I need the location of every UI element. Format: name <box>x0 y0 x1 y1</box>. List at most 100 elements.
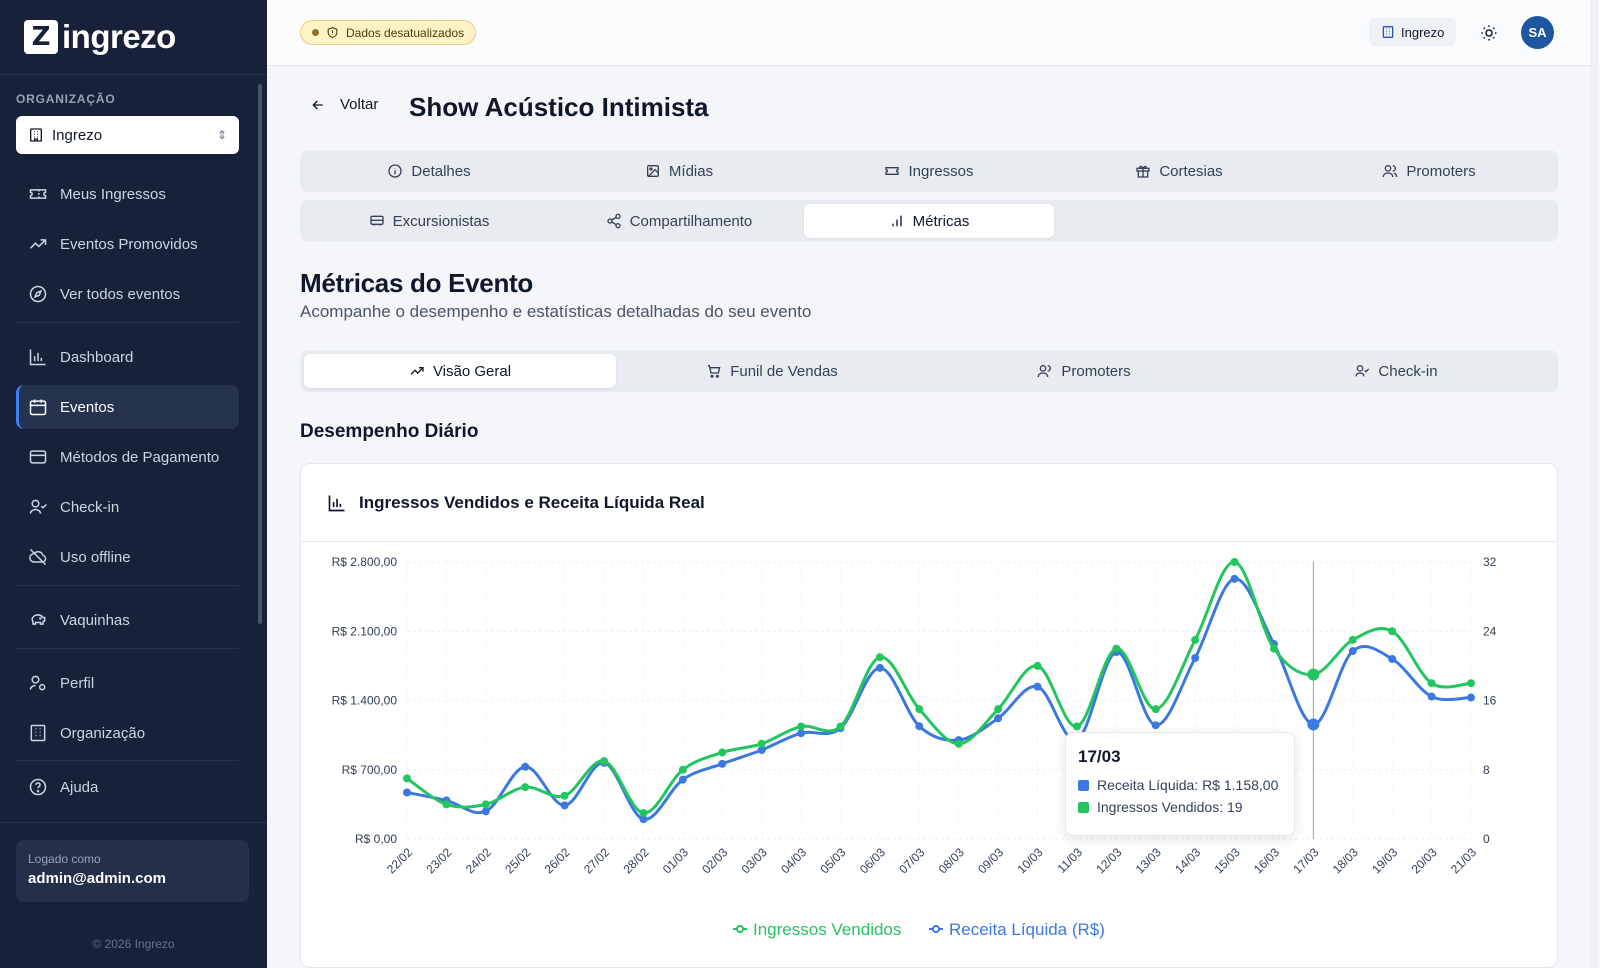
divider <box>16 648 239 649</box>
sidebar-item-label: Check-in <box>60 498 120 516</box>
tooltip-swatch <box>1078 801 1089 813</box>
data-point <box>1151 705 1160 714</box>
org-select[interactable]: Ingrezo ⇕ <box>16 116 239 154</box>
sidebar-item-label: Eventos Promovidos <box>60 235 198 253</box>
theme-toggle-button[interactable] <box>1477 21 1501 45</box>
x-tick-label: 21/03 <box>1448 845 1479 876</box>
x-tick-label: 19/03 <box>1369 845 1400 876</box>
sidebar-item-eventos-promovidos[interactable]: Eventos Promovidos <box>16 222 239 266</box>
data-point <box>1033 661 1042 670</box>
compass-icon <box>29 285 47 303</box>
tab-funil-de-vendas[interactable]: Funil de Vendas <box>616 354 928 388</box>
tab-promoters[interactable]: Promoters <box>1304 154 1554 188</box>
sidebar-item-label: Eventos <box>60 398 115 416</box>
data-point <box>678 775 687 784</box>
y-left-tick-label: R$ 0,00 <box>355 832 397 846</box>
users-icon <box>1038 365 1052 378</box>
divider <box>16 760 239 761</box>
tooltip-swatch <box>1078 779 1089 791</box>
sidebar-item-dashboard[interactable]: Dashboard <box>16 335 239 379</box>
data-point <box>1230 558 1239 566</box>
x-tick-label: 03/03 <box>739 845 770 876</box>
building-icon <box>30 128 42 142</box>
legend-label: Receita Líquida (R$) <box>949 920 1105 939</box>
data-point <box>1467 693 1475 702</box>
back-button[interactable]: Voltar <box>310 96 378 113</box>
x-tick-label: 02/03 <box>699 845 730 876</box>
data-point <box>994 714 1003 723</box>
org-button-label: Ingrezo <box>1401 24 1445 40</box>
tooltip-label: Receita Líquida: R$ 1.158,00 <box>1097 777 1279 793</box>
tab-detalhes[interactable]: Detalhes <box>304 154 554 188</box>
tab-label: Detalhes <box>411 162 471 180</box>
x-tick-label: 25/02 <box>502 845 533 876</box>
data-point <box>1427 679 1436 688</box>
data-point <box>836 722 845 731</box>
data-point <box>875 653 884 662</box>
tab-label: Mídias <box>668 162 714 180</box>
logo-mark-icon: Z <box>24 20 58 54</box>
tab-promoters-metrics[interactable]: Promoters <box>928 354 1240 388</box>
tab-midias[interactable]: Mídias <box>554 154 804 188</box>
x-tick-label: 09/03 <box>975 845 1006 876</box>
tab-cortesias[interactable]: Cortesias <box>1054 154 1304 188</box>
data-point <box>915 722 924 731</box>
status-badge: Dados desatualizados <box>300 20 477 45</box>
calendar-icon <box>29 399 47 416</box>
sidebar-item-perfil[interactable]: Perfil <box>16 661 239 705</box>
data-point <box>600 757 609 766</box>
x-tick-label: 08/03 <box>936 845 967 876</box>
event-tabs-row-1: Detalhes Mídias Ingressos Cortesias Prom… <box>300 150 1558 192</box>
trending-up-icon <box>410 367 424 375</box>
data-point <box>639 815 648 824</box>
sidebar-item-label: Perfil <box>60 674 95 692</box>
tab-visao-geral[interactable]: Visão Geral <box>304 354 616 388</box>
tab-ingressos[interactable]: Ingressos <box>804 154 1054 188</box>
sidebar-item-check-in[interactable]: Check-in <box>16 485 239 529</box>
info-icon <box>388 164 403 178</box>
data-point <box>639 809 648 818</box>
avatar[interactable]: SA <box>1521 16 1554 49</box>
x-tick-label: 20/03 <box>1409 845 1440 876</box>
series-line <box>406 577 1472 821</box>
ticket-icon <box>885 167 900 175</box>
tab-label: Compartilhamento <box>629 212 753 230</box>
sidebar-item-meus-ingressos[interactable]: Meus Ingressos <box>16 172 239 216</box>
sidebar-item-label: Vaquinhas <box>60 611 130 629</box>
image-icon <box>646 165 659 177</box>
y-left-tick-label: R$ 2.100,00 <box>332 624 398 638</box>
sidebar-scrollbar[interactable] <box>258 84 262 624</box>
tab-excursionistas[interactable]: Excursionistas <box>304 204 554 238</box>
x-tick-label: 18/03 <box>1330 845 1361 876</box>
x-tick-label: 28/02 <box>620 845 651 876</box>
tab-metricas[interactable]: Métricas <box>804 204 1054 238</box>
users-icon <box>1383 165 1398 178</box>
tab-compartilhamento[interactable]: Compartilhamento <box>554 204 804 238</box>
back-label: Voltar <box>340 96 379 113</box>
y-right-tick-label: 16 <box>1483 694 1497 708</box>
y-right-tick-label: 0 <box>1483 832 1490 846</box>
sidebar-item-ver-todos-eventos[interactable]: Ver todos eventos <box>16 272 239 316</box>
sidebar-item-organizacao[interactable]: Organização <box>16 711 239 755</box>
sidebar-item-ajuda[interactable]: Ajuda <box>16 765 239 809</box>
page-scrollbar[interactable] <box>1590 0 1598 968</box>
sidebar-item-uso-offline[interactable]: Uso offline <box>16 535 239 579</box>
chart-card-header: Ingressos Vendidos e Receita Líquida Rea… <box>301 464 1557 542</box>
sidebar-item-vaquinhas[interactable]: Vaquinhas <box>16 598 239 642</box>
bar-chart-icon <box>891 215 902 227</box>
org-button[interactable]: Ingrezo <box>1369 18 1457 46</box>
x-tick-label: 01/03 <box>660 845 691 876</box>
data-point <box>797 729 806 738</box>
sidebar-item-eventos[interactable]: Eventos <box>16 385 239 429</box>
x-tick-label: 16/03 <box>1251 845 1282 876</box>
tab-check-in-metrics[interactable]: Check-in <box>1240 354 1552 388</box>
data-point <box>1033 682 1042 691</box>
top-header: Dados desatualizados Ingrezo SA <box>267 0 1600 66</box>
line-chart[interactable]: R$ 0,00 R$ 700,00 R$ 1.400,00 R$ 2.100,00 R$… <box>301 542 1558 968</box>
share-icon <box>607 213 621 229</box>
data-point <box>915 705 924 714</box>
sidebar-item-label: Ajuda <box>60 778 99 796</box>
sidebar-item-metodos-pagamento[interactable]: Métodos de Pagamento <box>16 435 239 479</box>
tooltip-label: Ingressos Vendidos: 19 <box>1097 799 1243 815</box>
logo[interactable]: Z ingrezo <box>24 18 176 56</box>
